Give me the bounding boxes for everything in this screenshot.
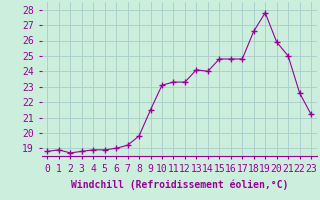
X-axis label: Windchill (Refroidissement éolien,°C): Windchill (Refroidissement éolien,°C): [70, 179, 288, 190]
